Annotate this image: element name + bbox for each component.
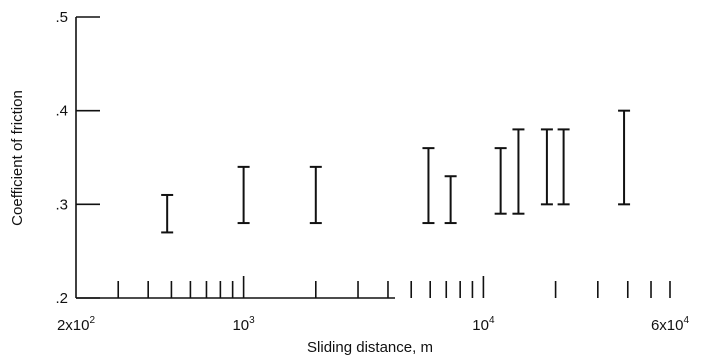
x-tick-label-exponent: 4 — [683, 315, 689, 326]
error-bars — [161, 109, 631, 234]
x-tick-label-base: 2x10 — [57, 317, 90, 334]
y-tick-label-0: .2 — [55, 290, 68, 307]
error-bar-2 — [309, 165, 322, 225]
y-axis-title: Coefficient of friction — [9, 90, 26, 226]
x-tick-label-exponent: 3 — [249, 315, 255, 326]
error-bar-4 — [444, 175, 457, 225]
error-bar-8 — [557, 128, 570, 206]
y-tick-label-3: .5 — [55, 9, 68, 26]
y-tick-label-1: .3 — [55, 196, 68, 213]
axes — [75, 17, 395, 299]
x-tick-label-base: 10 — [232, 317, 249, 334]
x-tick-label-base: 6x10 — [651, 317, 684, 334]
error-bar-7 — [540, 128, 553, 206]
x-tick-label-2: 104 — [472, 315, 495, 334]
error-bar-5 — [494, 147, 507, 215]
error-bar-3 — [422, 147, 435, 225]
y-tick-label-2: .4 — [55, 103, 68, 120]
error-bar-6 — [512, 128, 525, 215]
x-tick-label-1: 103 — [232, 315, 255, 334]
x-axis-title: Sliding distance, m — [307, 339, 433, 356]
x-tick-label-exponent: 2 — [89, 315, 95, 326]
x-tick-label-0: 2x102 — [57, 315, 96, 334]
x-tick-label-base: 10 — [472, 317, 489, 334]
error-bar-1 — [237, 165, 250, 225]
ticks — [76, 16, 671, 299]
x-tick-label-3: 6x104 — [651, 315, 690, 334]
error-bar-0 — [161, 193, 174, 234]
error-bar-9 — [618, 109, 631, 206]
x-tick-label-exponent: 4 — [489, 315, 495, 326]
